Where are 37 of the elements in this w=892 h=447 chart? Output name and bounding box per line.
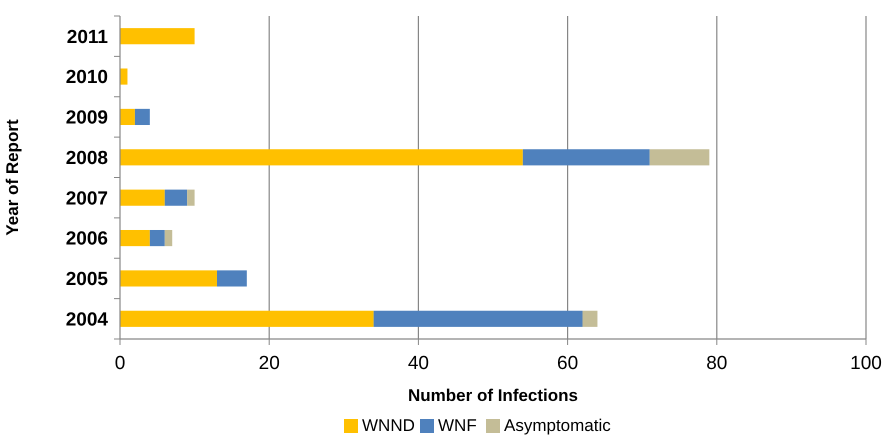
y-tick-label: 2005 xyxy=(66,269,108,290)
x-tick-label: 20 xyxy=(258,353,280,374)
bar xyxy=(120,68,128,85)
x-tick-label: 100 xyxy=(850,353,882,374)
bar xyxy=(134,108,150,126)
y-tick-label: 2007 xyxy=(66,188,108,210)
bar xyxy=(164,190,188,206)
legend-label: Asymptomatic xyxy=(504,416,612,435)
y-tick-label: 2008 xyxy=(66,148,108,169)
bar xyxy=(216,270,247,287)
x-tick-label: 80 xyxy=(706,353,728,374)
y-tick-label: 2011 xyxy=(66,26,108,48)
bar xyxy=(150,230,165,246)
bar xyxy=(582,310,598,327)
bar xyxy=(522,149,650,166)
y-axis-title: Year of Report xyxy=(3,119,22,236)
bar xyxy=(120,230,150,246)
x-tick-label: 60 xyxy=(557,353,578,374)
bar xyxy=(650,149,710,166)
bar xyxy=(120,190,165,206)
y-tick-label: 2010 xyxy=(66,67,108,88)
bar xyxy=(187,190,195,206)
bar xyxy=(120,149,523,166)
y-tick-label: 2009 xyxy=(66,108,108,129)
legend-label: WNF xyxy=(438,416,477,435)
bar xyxy=(120,270,217,287)
bar xyxy=(164,230,172,246)
bar xyxy=(120,108,135,126)
bar xyxy=(120,28,195,44)
legend-label: WNND xyxy=(362,416,415,435)
y-tick-label: 2006 xyxy=(66,228,108,250)
bar xyxy=(374,310,583,327)
bar xyxy=(120,310,374,327)
y-tick-label: 2004 xyxy=(66,309,108,330)
x-tick-label: 0 xyxy=(114,353,126,374)
x-axis-title: Number of Infections xyxy=(408,386,578,405)
x-tick-label: 40 xyxy=(408,353,429,374)
